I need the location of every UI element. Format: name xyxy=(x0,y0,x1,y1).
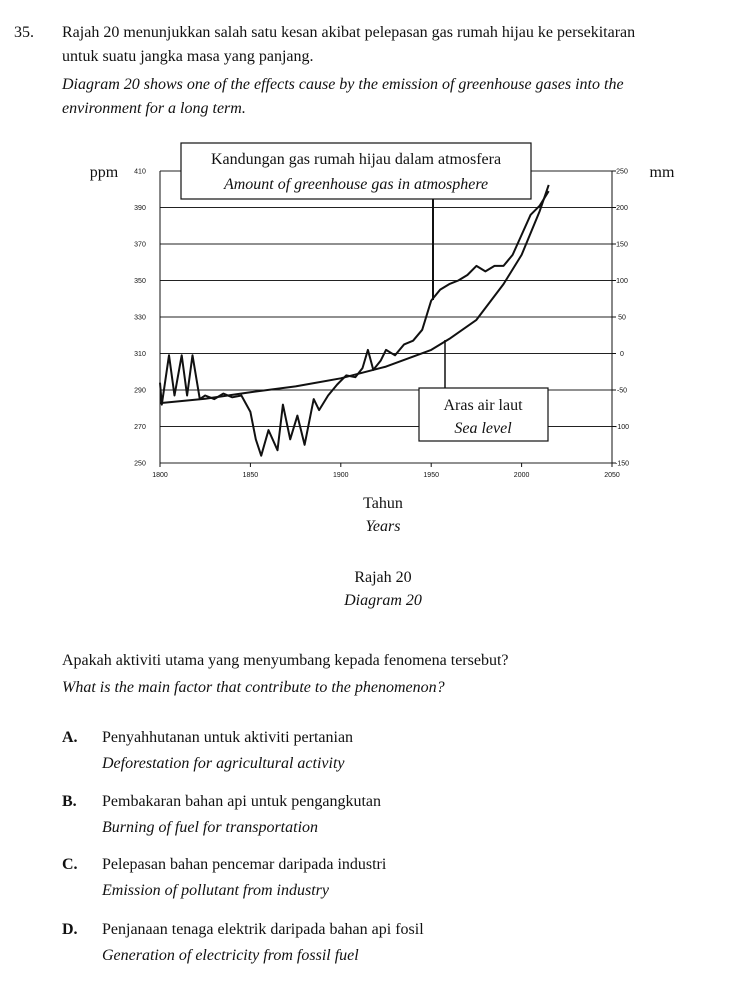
option-letter: A. xyxy=(62,729,78,746)
option-en: Generation of electricity from fossil fu… xyxy=(102,947,359,964)
y2-tick-label: -150 xyxy=(615,461,629,468)
option-ms: Pembakaran bahan api untuk pengangkutan xyxy=(102,793,381,810)
series-line xyxy=(159,190,550,457)
x-axis-label: Tahun xyxy=(363,495,403,512)
option-ms: Penjanaan tenaga elektrik daripada bahan… xyxy=(102,921,424,938)
series-label: Amount of greenhouse gas in atmosphere xyxy=(223,176,488,193)
y-tick-label: 390 xyxy=(134,205,146,212)
y-tick-label: 310 xyxy=(134,351,146,358)
x-tick-label: 1900 xyxy=(333,472,349,479)
y-tick-label: 350 xyxy=(134,278,146,285)
series-label: Aras air laut xyxy=(443,397,523,414)
x-tick-label: 2050 xyxy=(604,472,620,479)
y-tick-label: 250 xyxy=(134,461,146,468)
option-en: Burning of fuel for transportation xyxy=(102,819,318,836)
callouts: Kandungan gas rumah hijau dalam atmosfer… xyxy=(180,142,549,442)
y2-tick-label: 0 xyxy=(620,351,624,358)
y2-tick-label: -50 xyxy=(617,388,627,395)
y2-axis-label: mm xyxy=(650,164,675,181)
y2-tick-label: 100 xyxy=(616,278,628,285)
option-ms: Penyahhutanan untuk aktiviti pertanian xyxy=(102,729,353,746)
option-ms: Pelepasan bahan pencemar daripada indust… xyxy=(102,856,387,873)
x-tick-label: 1800 xyxy=(152,472,168,479)
option[interactable]: C. Pelepasan bahan pencemar daripada ind… xyxy=(62,856,387,899)
x-tick-label: 2000 xyxy=(514,472,530,479)
series-label: Kandungan gas rumah hijau dalam atmosfer… xyxy=(211,151,501,168)
option[interactable]: B. Pembakaran bahan api untuk pengangkut… xyxy=(62,793,381,836)
y2-tick-label: 250 xyxy=(616,169,628,176)
option-en: Emission of pollutant from industry xyxy=(101,882,330,899)
prompt-en: What is the main factor that contribute … xyxy=(62,679,445,696)
stem-ms: Rajah 20 menunjukkan salah satu kesan ak… xyxy=(62,24,635,41)
caption: Rajah 20 xyxy=(354,569,411,586)
y2-tick-label: -100 xyxy=(615,424,629,431)
option[interactable]: D. Penjanaan tenaga elektrik daripada ba… xyxy=(62,921,424,964)
y-tick-label: 330 xyxy=(134,315,146,322)
stem-en: environment for a long term. xyxy=(62,100,246,117)
y-axis-label: ppm xyxy=(90,164,119,181)
caption: Diagram 20 xyxy=(343,592,422,609)
x-tick-label: 1850 xyxy=(243,472,259,479)
option-letter: B. xyxy=(62,793,77,810)
y2-tick-label: 200 xyxy=(616,205,628,212)
x-axis-label: Years xyxy=(366,518,401,535)
y-tick-label: 410 xyxy=(134,169,146,176)
y-tick-label: 370 xyxy=(134,242,146,249)
option-letter: C. xyxy=(62,856,78,873)
callout-box xyxy=(418,387,549,442)
prompt-ms: Apakah aktiviti utama yang menyumbang ke… xyxy=(62,652,509,669)
option[interactable]: A. Penyahhutanan untuk aktiviti pertania… xyxy=(62,729,353,772)
series-label: Sea level xyxy=(454,420,512,437)
option-letter: D. xyxy=(62,921,78,938)
x-tick-label: 1950 xyxy=(423,472,439,479)
y-tick-label: 290 xyxy=(134,388,146,395)
option-en: Deforestation for agricultural activity xyxy=(101,755,345,772)
stem-ms: untuk suatu jangka masa yang panjang. xyxy=(62,48,314,65)
y2-tick-label: 150 xyxy=(616,242,628,249)
series-line xyxy=(159,184,550,405)
chart: 250 270 290 310 330 350 370 390 410 -150 -100 -50 0 5… xyxy=(134,169,629,480)
y-tick-label: 270 xyxy=(134,424,146,431)
question-number: 35. xyxy=(14,24,34,41)
y2-tick-label: 50 xyxy=(618,315,626,322)
callout-box xyxy=(180,142,532,200)
stem-en: Diagram 20 shows one of the effects caus… xyxy=(61,76,624,93)
